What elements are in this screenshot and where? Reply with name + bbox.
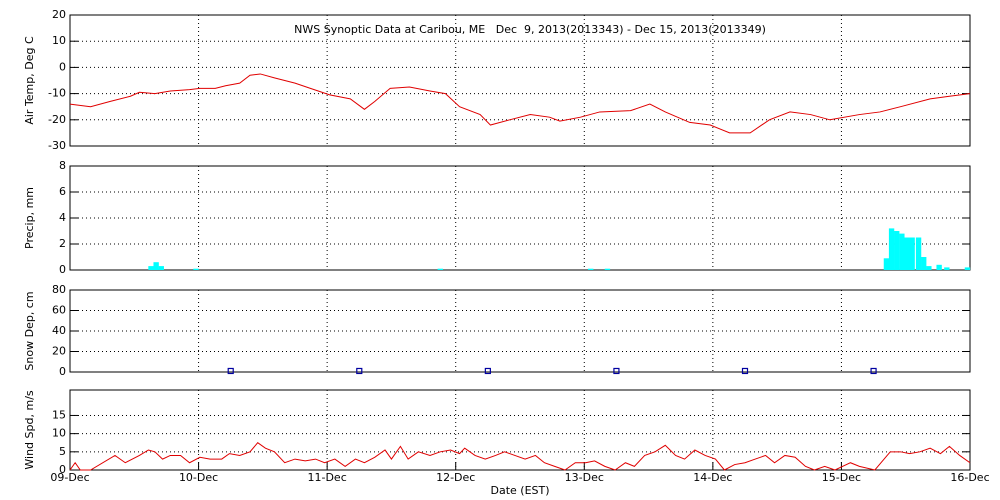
bar bbox=[909, 237, 915, 270]
y-tick-label: 0 bbox=[59, 463, 66, 476]
y-tick-label: -10 bbox=[48, 87, 66, 100]
bar bbox=[921, 257, 927, 270]
x-tick-label: 13-Dec bbox=[565, 471, 604, 484]
point bbox=[356, 367, 363, 375]
y-tick-label: 20 bbox=[52, 8, 66, 21]
x-tick-label: 14-Dec bbox=[693, 471, 732, 484]
bar bbox=[944, 267, 950, 270]
y-axis-label: Precip, mm bbox=[23, 187, 36, 249]
bar bbox=[604, 268, 611, 270]
plot-frame bbox=[69, 14, 971, 147]
x-axis-label: Date (EST) bbox=[490, 484, 549, 497]
x-tick-label: 09-Dec bbox=[50, 471, 89, 484]
y-tick-label: 0 bbox=[59, 263, 66, 276]
x-tick-label: 16-Dec bbox=[950, 471, 989, 484]
bar bbox=[153, 262, 159, 270]
y-tick-label: -20 bbox=[48, 113, 66, 126]
plot-frame bbox=[69, 389, 971, 471]
data-line bbox=[69, 442, 971, 471]
bar bbox=[964, 267, 971, 270]
x-tick-label: 11-Dec bbox=[308, 471, 347, 484]
y-tick-label: 80 bbox=[52, 283, 66, 296]
bar bbox=[148, 266, 154, 270]
bar bbox=[437, 268, 443, 270]
point bbox=[870, 367, 877, 375]
bar bbox=[936, 264, 942, 270]
y-tick-label: 2 bbox=[59, 237, 66, 250]
y-tick-label: 60 bbox=[52, 304, 66, 317]
point bbox=[484, 367, 491, 375]
y-tick-label: 40 bbox=[52, 324, 66, 337]
y-axis-label: Wind Spd, m/s bbox=[23, 390, 36, 470]
y-tick-label: 0 bbox=[59, 365, 66, 378]
data-line bbox=[69, 73, 971, 134]
y-tick-label: 10 bbox=[52, 34, 66, 47]
y-tick-label: -30 bbox=[48, 139, 66, 152]
x-tick-label: 10-Dec bbox=[179, 471, 218, 484]
chart-title: NWS Synoptic Data at Caribou, ME Dec 9, … bbox=[294, 23, 766, 36]
bar bbox=[193, 268, 199, 270]
bar bbox=[915, 237, 922, 270]
y-tick-label: 15 bbox=[52, 408, 66, 421]
y-tick-label: 10 bbox=[52, 427, 66, 440]
y-axis-label: Air Temp, Deg C bbox=[23, 36, 36, 125]
x-tick-label: 12-Dec bbox=[436, 471, 475, 484]
point bbox=[741, 367, 749, 375]
x-tick-label: 15-Dec bbox=[822, 471, 861, 484]
y-tick-label: 4 bbox=[59, 211, 66, 224]
point bbox=[613, 367, 620, 375]
y-tick-label: 20 bbox=[52, 345, 66, 358]
y-tick-label: 0 bbox=[59, 60, 66, 73]
bar bbox=[904, 237, 910, 270]
point bbox=[227, 367, 234, 375]
plot-frame bbox=[69, 165, 971, 271]
plot-frame bbox=[69, 289, 971, 373]
bar bbox=[883, 258, 890, 270]
bar bbox=[926, 266, 932, 270]
y-tick-label: 8 bbox=[59, 159, 66, 172]
y-tick-label: 6 bbox=[59, 185, 66, 198]
bar bbox=[894, 231, 900, 270]
bar bbox=[899, 233, 905, 270]
bar bbox=[588, 268, 594, 270]
y-tick-label: 5 bbox=[59, 445, 66, 458]
bar bbox=[158, 266, 164, 270]
y-axis-label: Snow Dep, cm bbox=[23, 291, 36, 370]
bar bbox=[888, 228, 895, 270]
